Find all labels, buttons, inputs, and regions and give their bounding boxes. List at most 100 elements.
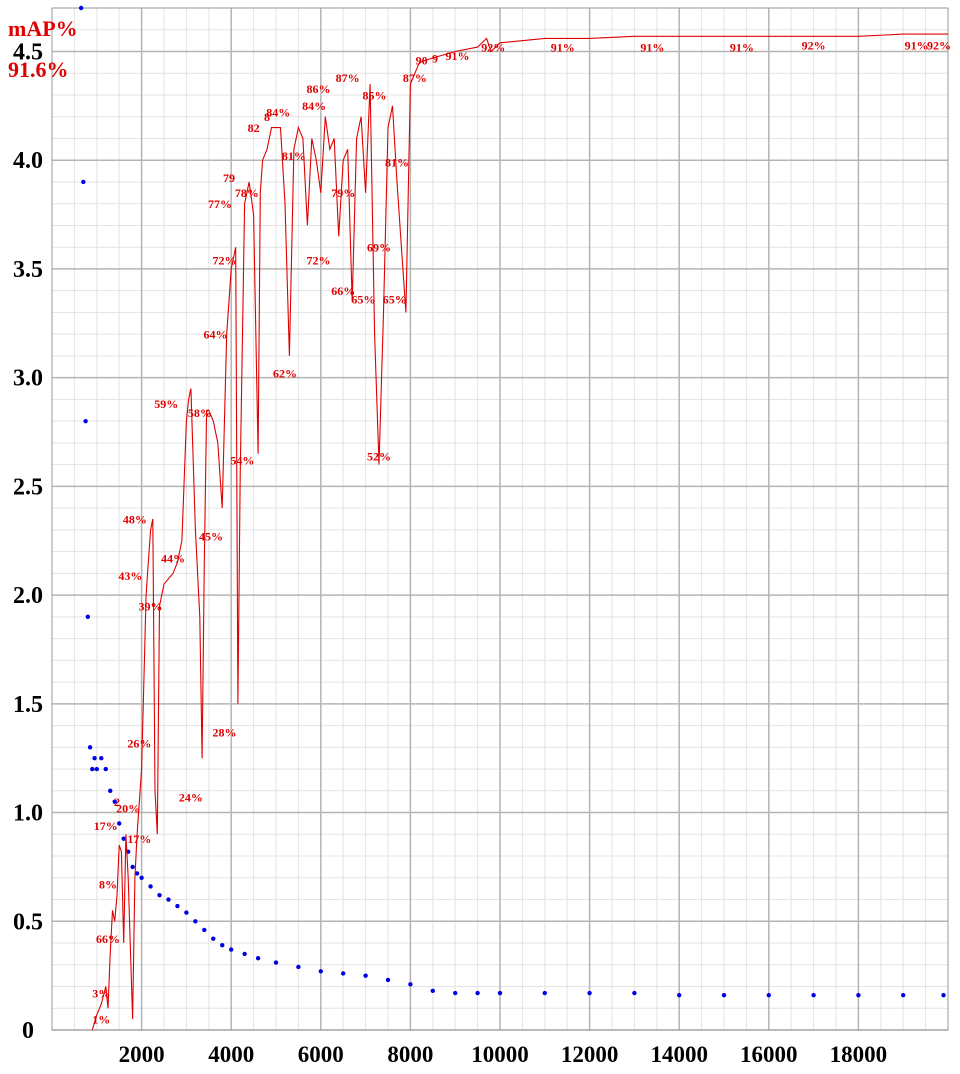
- series-point: [94, 766, 100, 772]
- series-point: [408, 982, 413, 987]
- series-point: [112, 799, 117, 804]
- series-point: [139, 875, 144, 880]
- series-point: [497, 990, 503, 996]
- map-annotation: 82: [248, 121, 260, 135]
- series-point: [587, 990, 592, 996]
- series-point: [242, 951, 247, 957]
- series-point: [81, 179, 86, 185]
- x-tick-label: 8000: [387, 1042, 433, 1067]
- map-annotation: 1%: [92, 1012, 110, 1026]
- map-annotation: 26%: [127, 736, 151, 750]
- map-annotation: 91%: [445, 49, 469, 63]
- map-annotation: 62%: [273, 367, 297, 381]
- map-annotation: 92%: [481, 40, 505, 54]
- series-point: [220, 942, 225, 948]
- series-point: [341, 971, 346, 976]
- map-annotation: 72%: [212, 254, 236, 268]
- map-annotation: 9: [432, 51, 438, 65]
- series-point: [255, 956, 261, 961]
- x-tick-label: 12000: [561, 1042, 619, 1067]
- series-point: [166, 897, 171, 902]
- map-annotation: 65%: [383, 293, 407, 307]
- map-annotation: 58%: [188, 406, 212, 420]
- map-annotation: 8: [264, 110, 270, 124]
- series-point: [766, 993, 771, 998]
- series-point: [941, 993, 946, 998]
- map-annotation: 79%: [331, 186, 355, 200]
- map-annotation: 91%: [730, 40, 754, 54]
- series-point: [130, 864, 135, 870]
- y-tick-label: 1.5: [13, 692, 43, 718]
- series-point: [78, 5, 84, 11]
- map-annotation: 92%: [802, 38, 826, 52]
- map-metric-label: mAP%: [8, 16, 78, 41]
- series-point: [85, 614, 91, 620]
- map-annotation: 8%: [99, 878, 117, 892]
- series-point: [83, 418, 88, 424]
- map-annotation: 43%: [118, 569, 142, 583]
- x-tick-label: 6000: [298, 1042, 344, 1067]
- plot-frame: [51, 7, 949, 1031]
- map-annotation: 48%: [123, 512, 147, 526]
- y-tick-label: 2.0: [13, 583, 43, 609]
- y-tick-label: 1.0: [13, 801, 43, 827]
- series-line: [91, 33, 948, 1031]
- series-point: [677, 993, 682, 998]
- y-tick-label: 4.0: [13, 148, 43, 174]
- map-annotation: 44%: [161, 551, 185, 565]
- series-point: [134, 871, 140, 876]
- x-tick-label: 14000: [650, 1042, 708, 1067]
- series-point: [318, 969, 323, 974]
- map-annotation: 17%: [127, 832, 151, 846]
- map-annotation: 64%: [204, 328, 228, 342]
- series-point: [87, 745, 93, 750]
- map-annotation: 54%: [230, 454, 254, 468]
- map-annotation: 84%: [302, 99, 326, 113]
- series-point: [103, 766, 108, 772]
- y-tick-label: 0: [22, 1018, 34, 1044]
- series-point: [202, 927, 207, 933]
- map-annotation: 24%: [179, 791, 203, 805]
- series-point: [363, 973, 368, 978]
- map-annotation: 90: [416, 54, 428, 68]
- series-point: [211, 936, 216, 941]
- map-annotation: 59%: [154, 397, 178, 411]
- map-annotation: 81%: [282, 149, 306, 163]
- y-tick-label: 3.5: [13, 257, 43, 283]
- y-tick-label: 2.5: [13, 474, 43, 500]
- x-tick-label: 16000: [740, 1042, 798, 1067]
- map-best-value: 91.6%: [8, 57, 69, 82]
- series-point: [273, 960, 279, 965]
- series-point: [856, 993, 861, 998]
- map-annotation: 87%: [403, 71, 427, 85]
- map-annotation: 2: [114, 795, 120, 809]
- series-point: [385, 977, 391, 983]
- map-annotation: 84%: [266, 106, 290, 120]
- map-annotation: 45%: [199, 530, 223, 544]
- series-point: [148, 884, 153, 889]
- series-point: [175, 903, 180, 909]
- map-annotation: 91%: [551, 40, 575, 54]
- series-point: [721, 993, 727, 998]
- map-annotation: 77%: [208, 197, 232, 211]
- series-point: [157, 892, 162, 898]
- series-point: [296, 964, 301, 970]
- map-annotation: 85%: [363, 88, 387, 102]
- x-tick-label: 18000: [830, 1042, 888, 1067]
- series-point: [90, 766, 95, 772]
- series-point: [430, 988, 435, 994]
- series-point: [108, 788, 113, 794]
- series-point: [542, 990, 547, 996]
- series-point: [901, 993, 906, 998]
- series-point: [92, 755, 97, 761]
- series-point: [229, 947, 234, 952]
- map-annotation: 66%: [96, 932, 120, 946]
- map-annotation: 78%: [235, 186, 259, 200]
- map-annotation: 28%: [212, 725, 236, 739]
- series-point: [193, 919, 198, 924]
- map-annotation: 20%: [116, 802, 140, 816]
- series-point: [632, 990, 637, 996]
- map-annotation: 81%: [385, 156, 409, 170]
- map-annotation: 66%: [331, 284, 355, 298]
